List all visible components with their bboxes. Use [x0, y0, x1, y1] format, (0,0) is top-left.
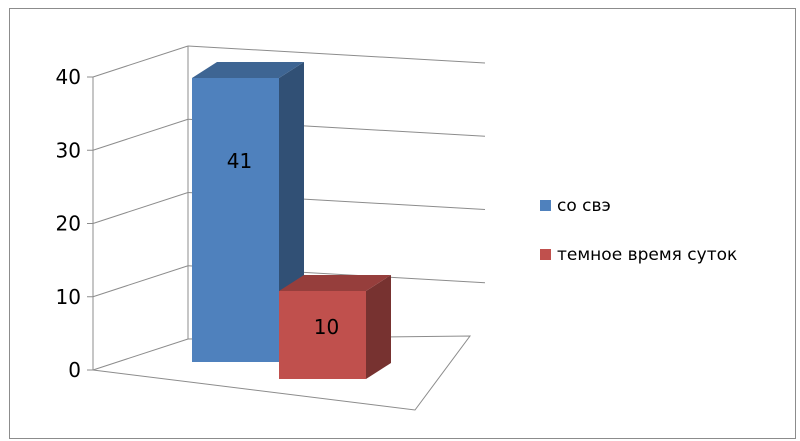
legend: со свэ темное время суток [540, 196, 737, 265]
y-tick-label: 40 [56, 65, 81, 89]
bar-front [192, 78, 279, 362]
gridline-side [92, 192, 189, 224]
bar-front [279, 291, 366, 379]
gridline-back [187, 45, 486, 64]
legend-swatch [540, 200, 551, 211]
data-labels: 41 10 [227, 149, 339, 339]
gridline-side [92, 118, 189, 151]
legend-label: темное время суток [557, 245, 737, 265]
data-label: 10 [314, 315, 339, 339]
bar-top [192, 62, 304, 78]
y-tick-label: 20 [56, 212, 81, 236]
y-tick-label: 30 [56, 138, 81, 162]
y-axis: 0 10 20 30 40 [56, 65, 94, 382]
gridline-side [92, 45, 189, 78]
wall-edge [92, 338, 189, 371]
y-tick-label: 0 [68, 358, 81, 382]
bar-side [366, 275, 391, 379]
bar-2 [279, 275, 391, 379]
bars [192, 62, 391, 379]
data-label: 41 [227, 149, 252, 173]
legend-swatch [540, 249, 551, 260]
legend-label: со свэ [557, 196, 611, 216]
y-tick-label: 10 [56, 285, 81, 309]
bar-top [279, 275, 391, 291]
chart-frame [9, 8, 796, 439]
gridline-side [92, 265, 189, 298]
